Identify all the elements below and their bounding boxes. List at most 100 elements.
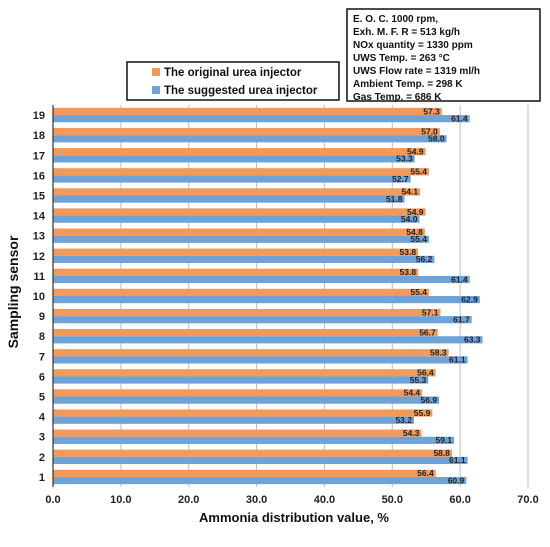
legend-swatch-original <box>152 68 160 76</box>
y-tick-label: 14 <box>33 211 46 223</box>
data-label-original: 58.3 <box>430 348 447 358</box>
data-label-original: 54.9 <box>407 207 424 217</box>
bar-original <box>53 369 436 377</box>
y-tick-label: 19 <box>33 110 45 122</box>
data-label-suggested: 60.9 <box>448 475 465 485</box>
data-label-original: 58.8 <box>433 448 450 458</box>
data-label-suggested: 61.7 <box>453 315 470 325</box>
bar-suggested <box>53 456 468 465</box>
data-label-suggested: 55.3 <box>410 375 427 385</box>
x-tick-label: 50.0 <box>382 494 403 506</box>
bar-suggested <box>53 356 468 364</box>
bar-original <box>53 469 436 477</box>
y-tick-label: 16 <box>33 170 45 182</box>
y-tick-label: 11 <box>33 271 45 283</box>
y-axis-title: Sampling sensor <box>5 235 21 348</box>
info-box-frame <box>346 8 541 102</box>
data-label-original: 57.3 <box>423 106 440 116</box>
data-label-original: 55.9 <box>414 408 431 418</box>
data-label-suggested: 59.1 <box>435 435 452 445</box>
data-label-original: 53.8 <box>400 267 417 277</box>
bar-original <box>53 349 449 357</box>
bar-original <box>53 409 433 417</box>
data-label-original: 54.3 <box>403 428 420 438</box>
y-tick-label: 1 <box>39 472 45 484</box>
bar-original <box>53 107 442 116</box>
data-label-original: 54.8 <box>406 227 423 237</box>
bar-suggested <box>53 316 472 324</box>
bar-original <box>53 188 421 196</box>
axis-layer: 0.0 10.0 20.0 30.0 40.0 50.0 60.0 70.0123456789… <box>33 105 539 506</box>
bar-original <box>53 248 419 256</box>
y-tick-label: 18 <box>33 130 45 142</box>
bar-suggested <box>53 275 470 284</box>
data-label-suggested: 54.0 <box>401 214 418 224</box>
legend-label-suggested: The suggested urea injector <box>164 85 318 97</box>
x-tick-label: 60.0 <box>449 494 470 506</box>
y-tick-label: 17 <box>33 150 45 162</box>
data-label-suggested: 61.4 <box>451 274 468 284</box>
legend: The original urea injector The suggested… <box>126 61 340 101</box>
y-tick-label: 5 <box>39 392 45 404</box>
data-label-suggested: 55.4 <box>410 234 427 244</box>
bar-suggested <box>53 215 420 223</box>
data-label-original: 53.8 <box>400 247 417 257</box>
x-tick-label: 40.0 <box>314 494 335 506</box>
bar-suggested <box>53 376 429 384</box>
data-label-suggested: 56.2 <box>416 254 433 264</box>
data-label-suggested: 52.7 <box>392 174 409 184</box>
data-label-original: 55.4 <box>410 167 427 177</box>
y-tick-label: 13 <box>33 231 45 243</box>
bar-suggested <box>53 235 429 243</box>
data-label-suggested: 53.3 <box>396 154 413 164</box>
bar-suggested <box>53 396 440 404</box>
bar-original <box>53 288 429 296</box>
data-label-original: 57.1 <box>422 307 439 317</box>
y-tick-label: 7 <box>39 351 45 363</box>
data-label-original: 55.4 <box>410 287 427 297</box>
y-tick-label: 9 <box>39 311 45 323</box>
y-tick-label: 6 <box>39 371 45 383</box>
data-label-suggested: 63.3 <box>464 335 481 345</box>
x-tick-label: 70.0 <box>517 494 538 506</box>
y-tick-label: 2 <box>39 452 45 464</box>
x-axis-title: Ammonia distribution value, % <box>199 510 389 525</box>
data-label-suggested: 61.4 <box>451 113 468 123</box>
bar-original <box>53 308 441 317</box>
info-line: UWS Flow rate = 1319 ml/h <box>353 66 480 77</box>
data-label-suggested: 61.1 <box>449 455 466 465</box>
y-tick-label: 8 <box>39 331 45 343</box>
data-label-suggested: 58.0 <box>428 134 445 144</box>
bar-original <box>53 168 429 176</box>
label-layer: 56.460.958.861.154.359.155.953.254.456.9… <box>386 106 481 485</box>
legend-box <box>126 61 340 101</box>
bar-suggested <box>53 135 447 143</box>
info-line: Ambient Temp. = 298 K <box>353 79 463 90</box>
y-tick-label: 10 <box>33 291 45 303</box>
data-label-original: 54.1 <box>402 187 419 197</box>
data-label-suggested: 62.9 <box>461 294 478 304</box>
legend-label-original: The original urea injector <box>164 67 302 79</box>
legend-swatch-suggested <box>152 86 160 94</box>
bar-suggested <box>53 336 483 344</box>
bar-original <box>53 429 422 437</box>
data-label-suggested: 61.1 <box>449 355 466 365</box>
conditions-info-box: E. O. C. 1000 rpm, Exh. M. F. R = 513 kg… <box>346 8 541 103</box>
bar-layer <box>53 107 483 485</box>
bar-original <box>53 228 425 236</box>
data-label-suggested: 51.8 <box>386 194 403 204</box>
bar-suggested <box>53 436 455 444</box>
info-line: NOx quantity = 1330 ppm <box>353 40 473 51</box>
x-tick-label: 20.0 <box>178 494 199 506</box>
bar-original <box>53 208 426 216</box>
bar-suggested <box>53 115 470 123</box>
bar-original <box>53 329 438 337</box>
info-line: UWS Temp. = 263 °C <box>353 53 450 64</box>
bar-suggested <box>53 296 480 304</box>
bar-suggested <box>53 255 435 263</box>
bar-original <box>53 449 452 457</box>
y-tick-label: 4 <box>39 412 46 424</box>
info-line: Exh. M. F. R = 513 kg/h <box>353 27 460 38</box>
